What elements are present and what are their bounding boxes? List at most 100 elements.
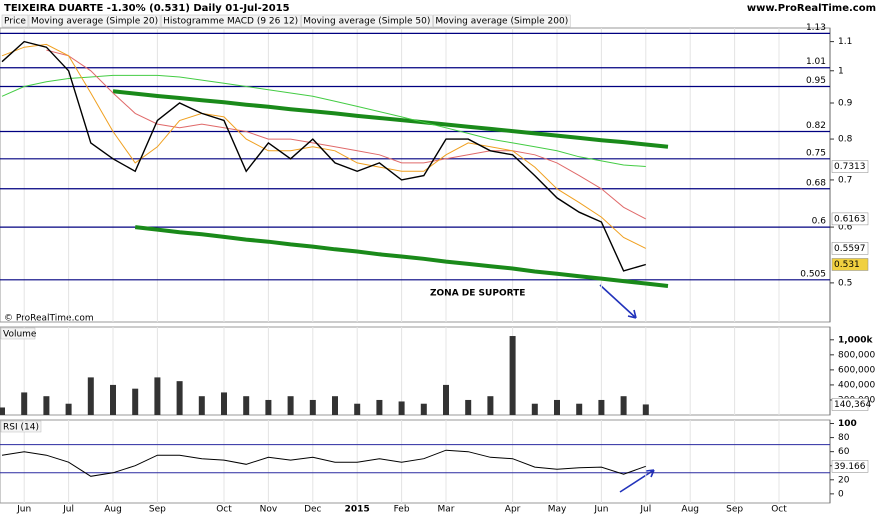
- rsi-line: [1, 449, 646, 477]
- arrow: [619, 469, 655, 493]
- bar: [509, 336, 516, 415]
- bar: [420, 403, 427, 415]
- x-tick-label: Mar: [438, 505, 455, 515]
- value-box-label: 0.5597: [834, 244, 866, 254]
- moving-average: [1, 43, 647, 249]
- y-tick-label: 1,000k: [838, 335, 873, 345]
- bar: [487, 396, 494, 415]
- annotation: ZONA DE SUPORTE: [430, 289, 525, 299]
- x-tick-label: Jul: [62, 505, 74, 515]
- level-label: 0.82: [806, 121, 826, 131]
- x-tick-label: Oct: [771, 505, 787, 515]
- bar: [43, 396, 50, 415]
- x-tick-label: 2015: [345, 505, 370, 515]
- legend-entry: Moving average (Simple 20): [31, 17, 158, 27]
- bar: [154, 377, 161, 415]
- bar: [287, 396, 294, 415]
- bar: [221, 392, 227, 415]
- x-tick-label: Dec: [304, 505, 321, 515]
- value-box-label: 140,364: [834, 400, 871, 410]
- level-label: 0.75: [806, 148, 826, 158]
- y-tick-label: 400,000: [838, 380, 875, 390]
- bar: [21, 392, 28, 415]
- value-box-label: 39.166: [834, 462, 866, 472]
- level-label: 0.68: [806, 178, 826, 188]
- bar: [265, 399, 272, 415]
- bar: [443, 384, 449, 415]
- trendline: [112, 89, 669, 149]
- value-box: [831, 398, 869, 411]
- moving-average: [46, 49, 647, 220]
- legend: Price Moving average (Simple 20) Histogram…: [1, 14, 571, 28]
- x-tick-label: Oct: [216, 505, 232, 515]
- level-label: 1.01: [806, 57, 826, 67]
- y-tick-label: 600,000: [838, 365, 875, 375]
- y-tick-label: 0.8: [838, 135, 853, 145]
- bar: [642, 404, 649, 415]
- bar: [598, 399, 605, 415]
- x-tick-label: Jun: [16, 505, 31, 515]
- legend-tab: [300, 14, 433, 28]
- bar: [65, 403, 72, 415]
- bar: [465, 399, 472, 415]
- legend-entry: Moving average (Simple 50): [303, 17, 430, 27]
- level-label: 0.95: [806, 76, 826, 86]
- y-tick-label: 100: [838, 419, 857, 429]
- bar: [87, 377, 94, 415]
- x-tick-label: Aug: [104, 505, 122, 515]
- bar: [332, 396, 338, 415]
- bar: [0, 407, 5, 415]
- y-tick-label: 0.7: [838, 175, 852, 185]
- y-tick-label: 0.9: [838, 99, 853, 109]
- level-label: 0.6: [812, 217, 827, 227]
- x-tick-label: Sep: [149, 505, 166, 515]
- panel-title: RSI (14): [3, 423, 39, 433]
- bar: [354, 403, 361, 415]
- copyright: © ProRealTime.com: [4, 314, 94, 324]
- bar: [243, 396, 250, 415]
- legend-tab: [433, 14, 571, 28]
- bar: [531, 403, 538, 415]
- panel-label-bg: [0, 420, 42, 433]
- value-box: [831, 160, 869, 173]
- value-box-label: 0.7313: [834, 162, 866, 172]
- x-tick-label: Sep: [726, 505, 743, 515]
- bar: [198, 396, 205, 415]
- bar: [620, 396, 627, 415]
- level-label: 1.13: [806, 23, 826, 33]
- value-box: [831, 460, 869, 473]
- legend-tab: [1, 14, 29, 28]
- y-tick-label: 0: [838, 489, 844, 499]
- bar: [309, 399, 316, 415]
- value-box: [831, 242, 869, 255]
- trendline: [134, 225, 669, 288]
- bar: [576, 403, 583, 415]
- legend-tab: [28, 14, 161, 28]
- price-line: [1, 40, 646, 272]
- x-tick-label: Jun: [593, 505, 608, 515]
- y-tick-label: 0.6: [838, 223, 853, 233]
- value-box: [831, 258, 869, 271]
- value-box-label: 0.6163: [834, 214, 866, 224]
- y-tick-label: 800,000: [838, 350, 875, 360]
- y-tick-label: 20: [838, 475, 850, 485]
- header-title: TEIXEIRA DUARTE -1.30% (0.531) Daily 01-…: [4, 3, 290, 14]
- value-box-label: 0.531: [834, 260, 860, 270]
- x-tick-label: Jul: [639, 505, 651, 515]
- bar: [554, 399, 560, 415]
- y-tick-label: 1: [838, 66, 844, 76]
- x-tick-label: Apr: [505, 505, 521, 515]
- bar: [132, 388, 139, 415]
- bar: [398, 401, 405, 415]
- bar: [176, 381, 183, 415]
- moving-average: [1, 74, 646, 167]
- x-tick-label: Aug: [681, 505, 699, 515]
- y-tick-label: 0.5: [838, 278, 852, 288]
- value-box: [831, 212, 869, 226]
- y-tick-label: 60: [838, 447, 850, 457]
- header-site: www.ProRealTime.com: [747, 3, 876, 14]
- bar: [376, 399, 383, 415]
